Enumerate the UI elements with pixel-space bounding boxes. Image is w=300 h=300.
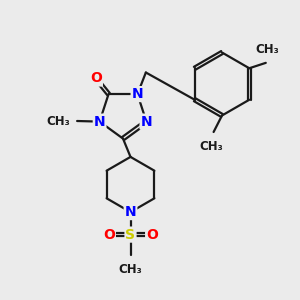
Text: N: N xyxy=(94,115,105,129)
Text: CH₃: CH₃ xyxy=(47,115,70,128)
Text: O: O xyxy=(103,228,115,242)
Text: O: O xyxy=(90,71,102,85)
Text: N: N xyxy=(141,115,152,129)
Text: N: N xyxy=(125,205,136,219)
Text: CH₃: CH₃ xyxy=(255,43,279,56)
Text: N: N xyxy=(132,87,143,101)
Text: CH₃: CH₃ xyxy=(118,263,142,276)
Text: CH₃: CH₃ xyxy=(199,140,223,153)
Text: S: S xyxy=(125,228,136,242)
Text: O: O xyxy=(146,228,158,242)
